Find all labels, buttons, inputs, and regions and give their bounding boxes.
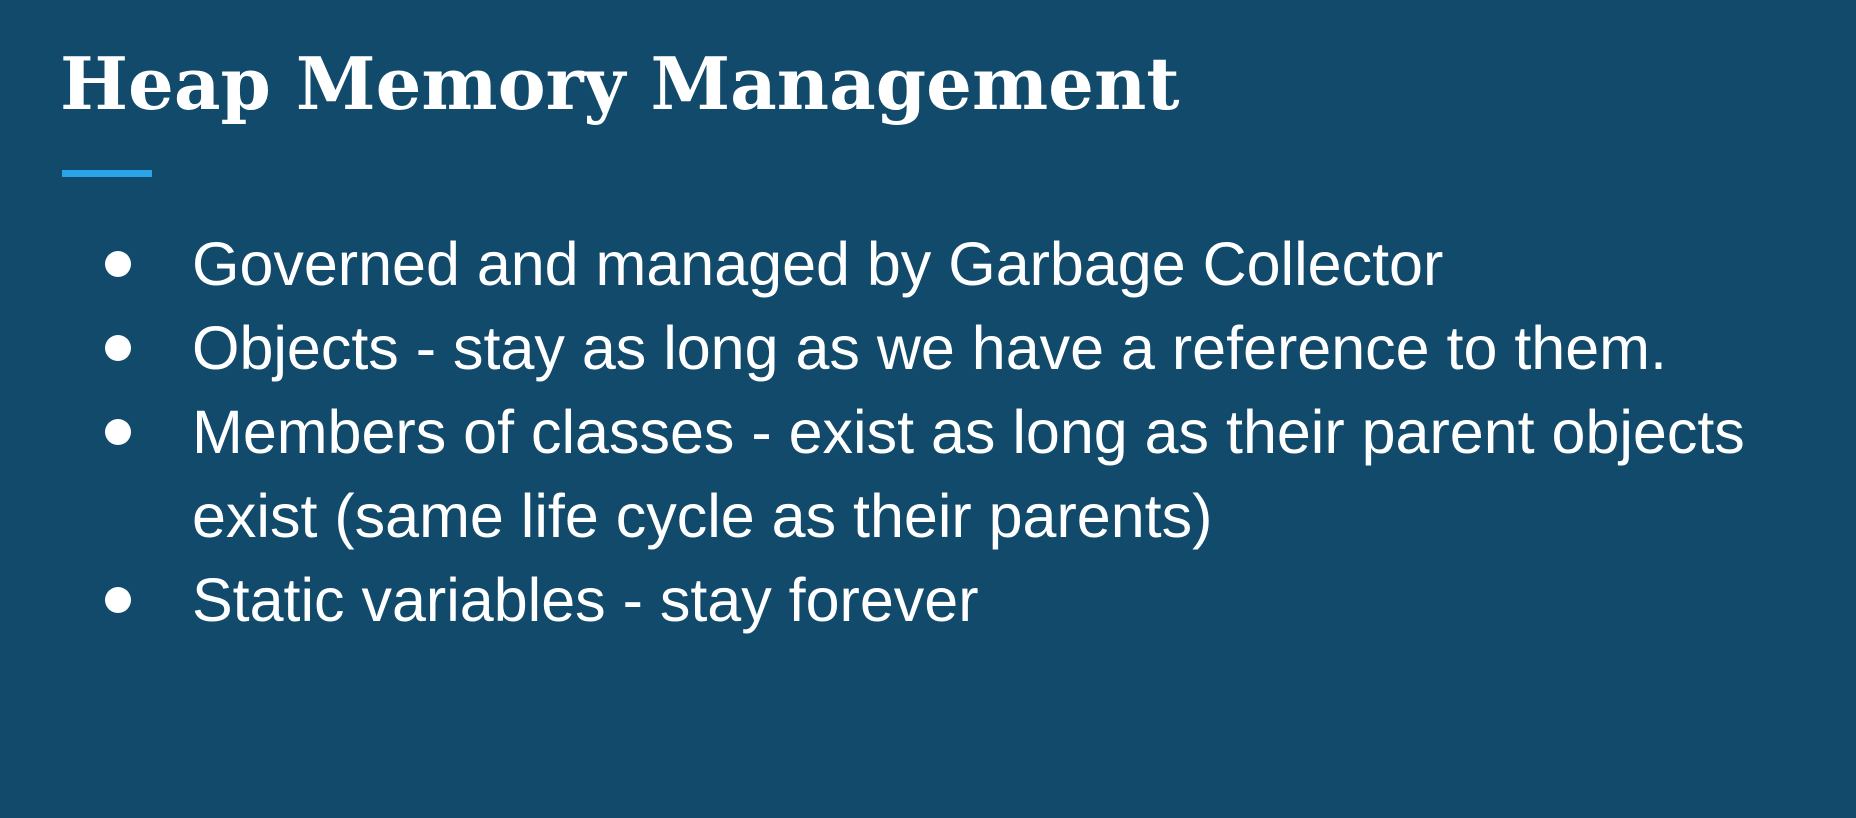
- bullet-text: Objects - stay as long as we have a refe…: [192, 314, 1667, 382]
- bullet-item: Members of classes - exist as long as th…: [0, 390, 1856, 558]
- bullet-text: Static variables - stay forever: [192, 566, 979, 634]
- bullet-dot-icon: [105, 419, 131, 445]
- bullet-dot-icon: [105, 587, 131, 613]
- bullet-dot-icon: [105, 335, 131, 361]
- bullet-text: Governed and managed by Garbage Collecto…: [192, 230, 1444, 298]
- bullet-list: Governed and managed by Garbage Collecto…: [0, 222, 1856, 642]
- bullet-text: Members of classes - exist as long as th…: [192, 398, 1745, 550]
- bullet-item: Static variables - stay forever: [0, 558, 1856, 642]
- title-accent-line: [62, 170, 152, 177]
- bullet-item: Governed and managed by Garbage Collecto…: [0, 222, 1856, 306]
- bullet-item: Objects - stay as long as we have a refe…: [0, 306, 1856, 390]
- slide-title: Heap Memory Management: [60, 41, 1180, 126]
- bullet-dot-icon: [105, 251, 131, 277]
